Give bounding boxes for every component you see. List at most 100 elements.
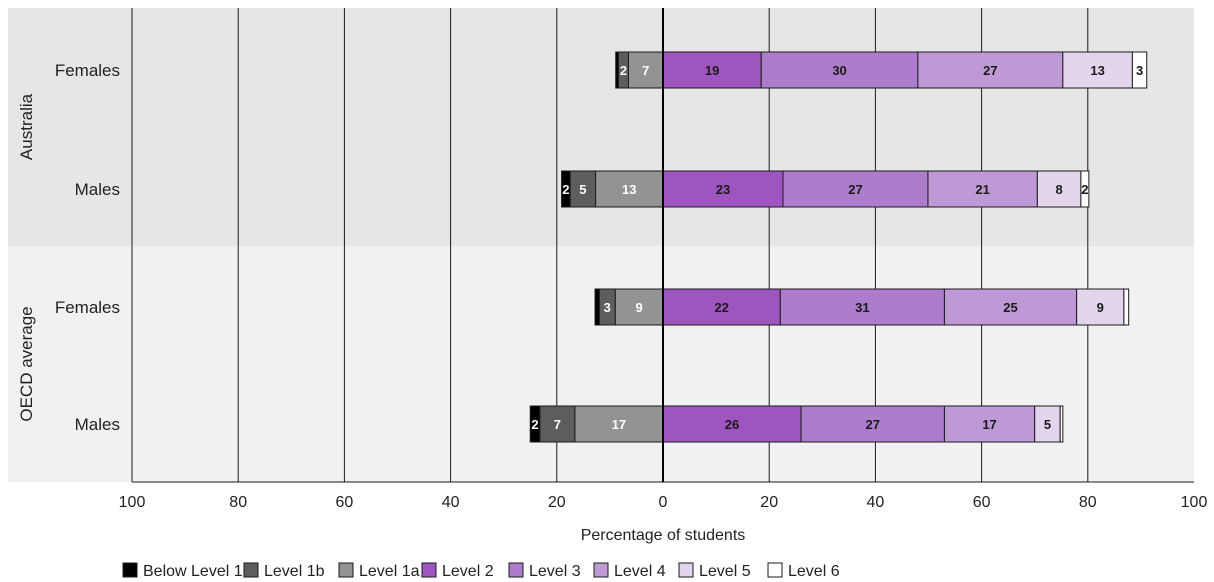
data-label: 3 bbox=[1136, 63, 1143, 78]
group-band-oecd-average bbox=[8, 246, 1194, 482]
bar-level-4-oecd-average-females bbox=[943, 288, 1078, 326]
category-labels: Females Males Females Males bbox=[55, 61, 120, 434]
x-tick-label: 40 bbox=[442, 494, 460, 511]
data-label: 31 bbox=[855, 300, 869, 315]
data-label: 5 bbox=[579, 182, 586, 197]
data-label: 8 bbox=[1056, 182, 1063, 197]
group-label-oecd-average: OECD average bbox=[17, 306, 36, 421]
legend-item-level-6: Level 6 bbox=[767, 562, 840, 580]
data-label: 27 bbox=[848, 182, 862, 197]
data-label: 9 bbox=[1097, 300, 1104, 315]
data-label: 30 bbox=[832, 63, 846, 78]
legend-swatch bbox=[767, 562, 783, 578]
legend-label: Below Level 1b bbox=[143, 563, 252, 580]
x-tick-label: 20 bbox=[760, 494, 778, 511]
legend-label: Level 1b bbox=[264, 563, 325, 580]
x-axis-title: Percentage of students bbox=[581, 527, 746, 544]
x-tick-label: 60 bbox=[973, 494, 991, 511]
data-label: 27 bbox=[866, 417, 880, 432]
bar-level-6-australia-females bbox=[1131, 51, 1148, 89]
legend-label: Level 3 bbox=[529, 563, 581, 580]
legend-label: Level 1a bbox=[359, 563, 420, 580]
legend-item-level-5: Level 5 bbox=[678, 562, 751, 580]
data-label: 26 bbox=[725, 417, 739, 432]
axes: 100 80 60 40 20 0 20 40 60 80 100 bbox=[119, 8, 1208, 511]
legend-item-level-1a: Level 1a bbox=[338, 562, 420, 580]
bar-level-2-australia-males bbox=[662, 170, 784, 208]
x-tick-label: 80 bbox=[229, 494, 247, 511]
data-label: 2 bbox=[562, 182, 569, 197]
x-tick-label: 20 bbox=[548, 494, 566, 511]
data-label: 7 bbox=[642, 63, 649, 78]
bar-level-4-australia-males bbox=[927, 170, 1038, 208]
data-label: 17 bbox=[612, 417, 626, 432]
legend: Below Level 1b Level 1b Level 1a Level 2 Lev… bbox=[122, 562, 840, 580]
x-tick-label: 0 bbox=[659, 494, 668, 511]
legend-label: Level 2 bbox=[442, 563, 494, 580]
legend-label: Level 6 bbox=[788, 563, 840, 580]
bar-level-3-oecd-average-males bbox=[800, 405, 945, 443]
category-label: Males bbox=[75, 180, 120, 199]
legend-swatch bbox=[593, 562, 609, 578]
group-label-australia: Australia bbox=[17, 93, 36, 160]
data-label: 13 bbox=[622, 182, 636, 197]
bar-below-level-1b-oecd-average-males bbox=[529, 405, 541, 443]
bar-below-level-1b-oecd-average-females bbox=[594, 288, 600, 326]
bar-level-5-oecd-average-males bbox=[1034, 405, 1061, 443]
data-label: 2 bbox=[620, 63, 627, 78]
legend-swatch bbox=[122, 562, 138, 578]
legend-swatch bbox=[421, 562, 437, 578]
category-label: Females bbox=[55, 61, 120, 80]
legend-item-level-4: Level 4 bbox=[593, 562, 666, 580]
x-tick-label: 40 bbox=[867, 494, 885, 511]
x-tick-label: 60 bbox=[336, 494, 354, 511]
legend-swatch bbox=[678, 562, 694, 578]
bar-level-3-oecd-average-females bbox=[779, 288, 945, 326]
bar-level-6-australia-males bbox=[1080, 170, 1090, 208]
legend-label: Level 4 bbox=[614, 563, 666, 580]
data-label: 23 bbox=[716, 182, 730, 197]
data-label: 7 bbox=[554, 417, 561, 432]
data-label: 13 bbox=[1090, 63, 1104, 78]
bar-level-3-australia-females bbox=[760, 51, 919, 89]
bar-below-level-1b-australia-males bbox=[561, 170, 571, 208]
x-tick-label: 100 bbox=[1181, 494, 1208, 511]
data-label: 2 bbox=[531, 417, 538, 432]
bar-level-2-oecd-average-males bbox=[662, 405, 802, 443]
legend-label: Level 5 bbox=[699, 563, 751, 580]
bar-level-5-australia-females bbox=[1062, 51, 1133, 89]
data-label: 9 bbox=[635, 300, 642, 315]
legend-item-level-3: Level 3 bbox=[508, 562, 581, 580]
data-label: 21 bbox=[975, 182, 989, 197]
bar-segments bbox=[529, 51, 1148, 443]
data-label: 27 bbox=[983, 63, 997, 78]
bar-level-6-oecd-average-females bbox=[1123, 288, 1130, 326]
data-label: 5 bbox=[1044, 417, 1051, 432]
category-label: Males bbox=[75, 415, 120, 434]
legend-swatch bbox=[338, 562, 354, 578]
data-label: 3 bbox=[604, 300, 611, 315]
data-label: 2 bbox=[1081, 182, 1088, 197]
bar-level-1b-oecd-average-males bbox=[539, 405, 576, 443]
data-label: 25 bbox=[1003, 300, 1017, 315]
x-tick-label: 80 bbox=[1079, 494, 1097, 511]
x-tick-label: 100 bbox=[119, 494, 146, 511]
bar-level-5-oecd-average-females bbox=[1076, 288, 1125, 326]
category-label: Females bbox=[55, 298, 120, 317]
legend-item-level-2: Level 2 bbox=[421, 562, 494, 580]
bar-below-level-1b-australia-females bbox=[615, 51, 619, 89]
bar-level-4-australia-females bbox=[917, 51, 1064, 89]
data-label: 17 bbox=[982, 417, 996, 432]
legend-swatch bbox=[508, 562, 524, 578]
group-band-australia bbox=[8, 8, 1194, 246]
legend-item-level-1b: Level 1b bbox=[243, 562, 325, 580]
legend-swatch bbox=[243, 562, 259, 578]
group-labels: Australia OECD average bbox=[17, 93, 36, 421]
data-label: 22 bbox=[714, 300, 728, 315]
legend-item-below-level-1b: Below Level 1b bbox=[122, 562, 252, 580]
group-backgrounds bbox=[8, 8, 1194, 482]
data-label: 19 bbox=[705, 63, 719, 78]
bar-level-6-oecd-average-males bbox=[1059, 405, 1064, 443]
